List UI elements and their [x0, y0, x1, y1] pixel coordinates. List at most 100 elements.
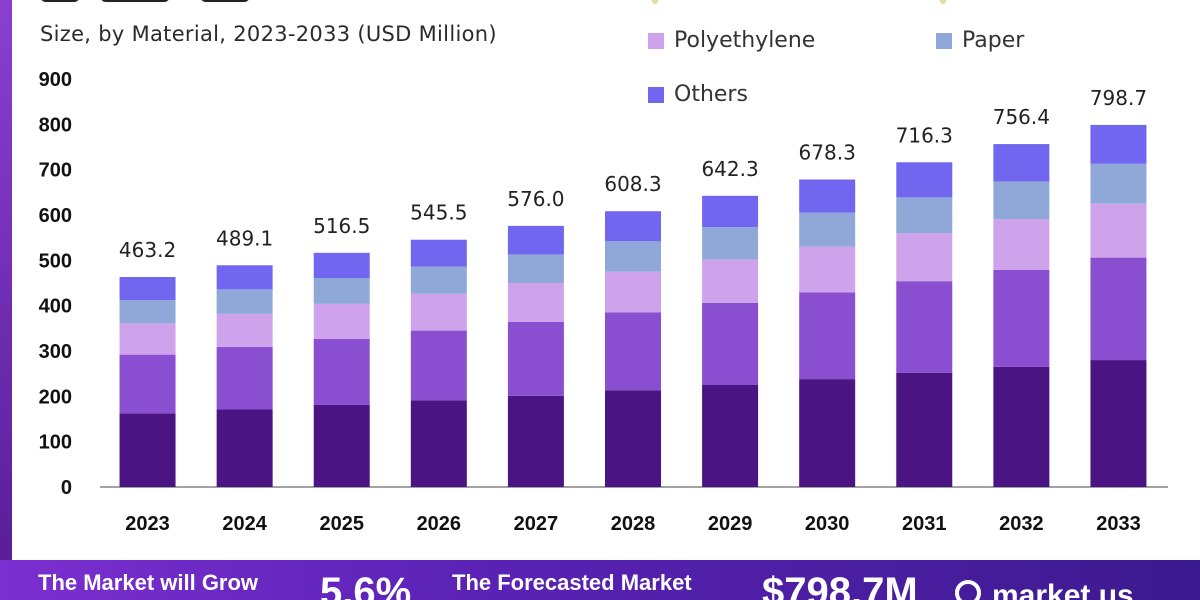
legend-marker-partial	[652, 0, 658, 4]
x-tick-label: 2029	[708, 513, 753, 535]
bar-segment	[605, 241, 661, 272]
bar-segment	[507, 395, 564, 487]
bar-segment	[702, 227, 759, 260]
banner-brand: market.us	[992, 579, 1134, 600]
bar-total-label: 756.4	[993, 105, 1050, 129]
y-tick-label: 400	[39, 296, 72, 318]
bar-segment	[410, 239, 467, 267]
bar-segment	[799, 379, 856, 487]
bar-segment	[216, 346, 273, 410]
bar-total-label: 642.3	[701, 157, 758, 181]
bar-segment	[216, 289, 273, 314]
bar-segment	[313, 303, 370, 339]
bar-segment	[993, 181, 1050, 220]
bar-total-label: 716.3	[896, 123, 953, 147]
y-tick-label: 500	[39, 250, 72, 272]
x-tick-label: 2025	[319, 513, 364, 535]
y-tick-label: 800	[39, 114, 72, 136]
chart-subtitle: Size, by Material, 2023-2033 (USD Millio…	[40, 22, 497, 46]
bar-segment	[1090, 124, 1147, 164]
bar-total-label: 608.3	[604, 172, 661, 196]
bar-segment	[1090, 360, 1147, 487]
bar-segment	[119, 323, 176, 355]
y-tick-label: 0	[61, 477, 72, 499]
bar-segment	[799, 292, 856, 380]
bar-segment	[1090, 257, 1147, 361]
y-tick-label: 900	[39, 69, 72, 91]
x-tick-label: 2027	[514, 513, 559, 535]
banner-grow-text: The Market will Grow	[38, 570, 259, 595]
bar-segment	[993, 269, 1050, 367]
bar-segment	[605, 211, 661, 242]
legend-label: Paper	[962, 28, 1025, 53]
bar-segment	[119, 354, 176, 414]
x-tick-label: 2032	[999, 513, 1044, 535]
y-tick-label: 600	[39, 205, 72, 227]
bar-segment	[313, 404, 370, 487]
bar-total-label: 678.3	[799, 141, 856, 165]
bar-segment	[410, 400, 467, 487]
bar-total-label: 576.0	[507, 187, 564, 211]
bar-segment	[799, 212, 856, 247]
left-accent-bar	[0, 0, 12, 560]
legend-item-paper: Paper	[936, 28, 1024, 53]
bar-segment	[605, 312, 661, 391]
bar-segment	[507, 283, 564, 322]
bar-segment	[702, 259, 759, 303]
legend-swatch	[648, 86, 664, 103]
bar-segment	[896, 197, 953, 234]
bar-segment	[410, 293, 467, 331]
y-tick-label: 300	[39, 341, 72, 363]
bar-segment	[119, 277, 176, 301]
bar-total-label: 545.5	[410, 201, 467, 225]
bar-segment	[702, 195, 759, 228]
bar-segment	[216, 409, 273, 487]
x-tick-label: 2033	[1096, 513, 1141, 535]
bar-segment	[799, 179, 856, 213]
bar-segment	[896, 233, 953, 282]
legend-swatch	[648, 32, 664, 49]
legend-label: Polyethylene	[674, 28, 816, 53]
bar-segment	[119, 413, 176, 487]
bar-segment	[410, 266, 467, 294]
banner-cagr: 5.6%	[320, 570, 412, 600]
bar-segment	[993, 366, 1050, 487]
bar-segment	[216, 265, 273, 290]
bar-total-label: 516.5	[313, 214, 370, 238]
bar-segment	[896, 372, 953, 487]
bar-total-label: 798.7	[1090, 86, 1147, 110]
x-tick-label: 2023	[125, 513, 170, 535]
banner-forecast-value: $798.7M	[762, 570, 918, 600]
bar-segment	[993, 144, 1050, 182]
bar-segment	[410, 330, 467, 401]
bar-segment	[313, 252, 370, 279]
bar-total-label: 489.1	[216, 226, 273, 250]
bar-segment	[1090, 203, 1147, 258]
bar-segment	[605, 390, 661, 487]
y-tick-label: 700	[39, 160, 72, 182]
bar-segment	[702, 302, 759, 385]
bar-segment	[896, 162, 953, 198]
bar-segment	[313, 278, 370, 304]
y-tick-label: 100	[39, 432, 72, 454]
x-tick-label: 2030	[805, 513, 850, 535]
x-tick-label: 2031	[902, 513, 947, 535]
x-tick-label: 2024	[222, 513, 267, 535]
bar-segment	[799, 246, 856, 293]
bar-segment	[896, 281, 953, 373]
footer-banner: The Market will Grow 5.6% The Forecasted…	[0, 560, 1200, 600]
legend-item-polyethylene: Polyethylene	[648, 28, 815, 53]
x-tick-label: 2028	[611, 513, 656, 535]
y-tick-label: 200	[39, 386, 72, 408]
bar-segment	[313, 338, 370, 405]
title-fragment	[40, 0, 270, 2]
legend-swatch	[936, 32, 952, 49]
legend-item-others: Others	[648, 82, 748, 107]
bar-segment	[605, 271, 661, 313]
stacked-bar-chart: 0 100 200 300 400 500 600 700 800 900 463.2 2023 489…	[39, 69, 1168, 535]
bar-total-label: 463.2	[119, 238, 176, 262]
bar-segment	[119, 300, 176, 324]
banner-forecast-text: The Forecasted Market	[452, 570, 692, 595]
legend-label: Others	[674, 82, 748, 107]
bar-segment	[507, 321, 564, 396]
